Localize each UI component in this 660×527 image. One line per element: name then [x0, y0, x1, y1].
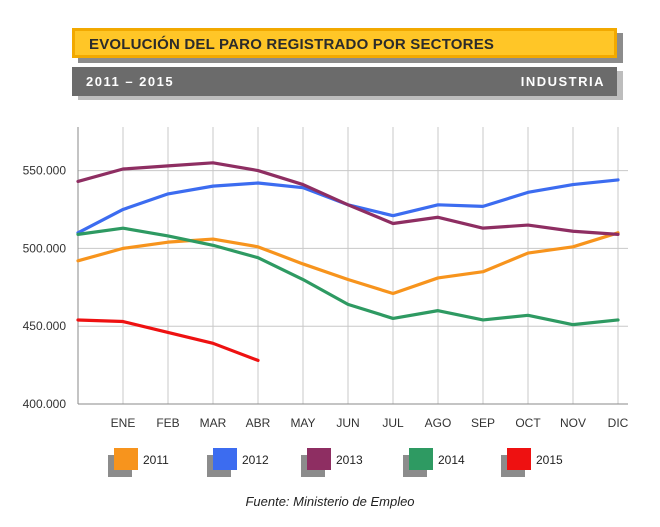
series-line-2015 — [76, 318, 260, 363]
series-line-2014 — [76, 226, 620, 327]
line-chart: 400.000 450.000 500.000 550.000 ENE FEB MAR ABR… — [23, 127, 629, 477]
period-label: 2011 – 2015 — [86, 74, 175, 89]
x-tick-label: MAY — [290, 416, 315, 430]
x-tick-label: ENE — [111, 416, 136, 430]
y-tick-label: 450.000 — [23, 319, 67, 333]
x-tick-label: JUL — [382, 416, 404, 430]
legend-label: 2012 — [242, 453, 269, 467]
y-tick-label: 550.000 — [23, 164, 67, 178]
chart-title: EVOLUCIÓN DEL PARO REGISTRADO POR SECTOR… — [89, 36, 495, 53]
y-tick-label: 500.000 — [23, 241, 67, 255]
series-line-2013 — [76, 161, 620, 236]
x-tick-label: ABR — [246, 416, 271, 430]
x-tick-label: MAR — [200, 416, 227, 430]
series-line-2011 — [76, 231, 620, 296]
legend-label: 2011 — [143, 453, 169, 467]
source-note: Fuente: Ministerio de Empleo — [245, 494, 415, 509]
subtitle-bar: 2011 – 2015 INDUSTRIA — [72, 67, 617, 96]
title-bar: EVOLUCIÓN DEL PARO REGISTRADO POR SECTOR… — [72, 28, 617, 58]
legend-label: 2015 — [536, 453, 563, 467]
legend-label: 2014 — [438, 453, 465, 467]
sector-label: INDUSTRIA — [520, 74, 605, 89]
x-tick-label: DIC — [608, 416, 629, 430]
y-tick-label: 400.000 — [23, 397, 67, 411]
legend-swatch-2015 — [507, 448, 531, 470]
legend-label: 2013 — [336, 453, 363, 467]
x-tick-label: SEP — [471, 416, 495, 430]
legend-swatch-2011 — [114, 448, 138, 470]
legend-swatch-2014 — [409, 448, 433, 470]
x-tick-label: JUN — [336, 416, 359, 430]
x-tick-label: OCT — [515, 416, 541, 430]
legend-swatch-2012 — [213, 448, 237, 470]
x-tick-label: AGO — [425, 416, 452, 430]
legend-swatch-2013 — [307, 448, 331, 470]
x-tick-label: NOV — [560, 416, 586, 430]
x-tick-label: FEB — [156, 416, 179, 430]
